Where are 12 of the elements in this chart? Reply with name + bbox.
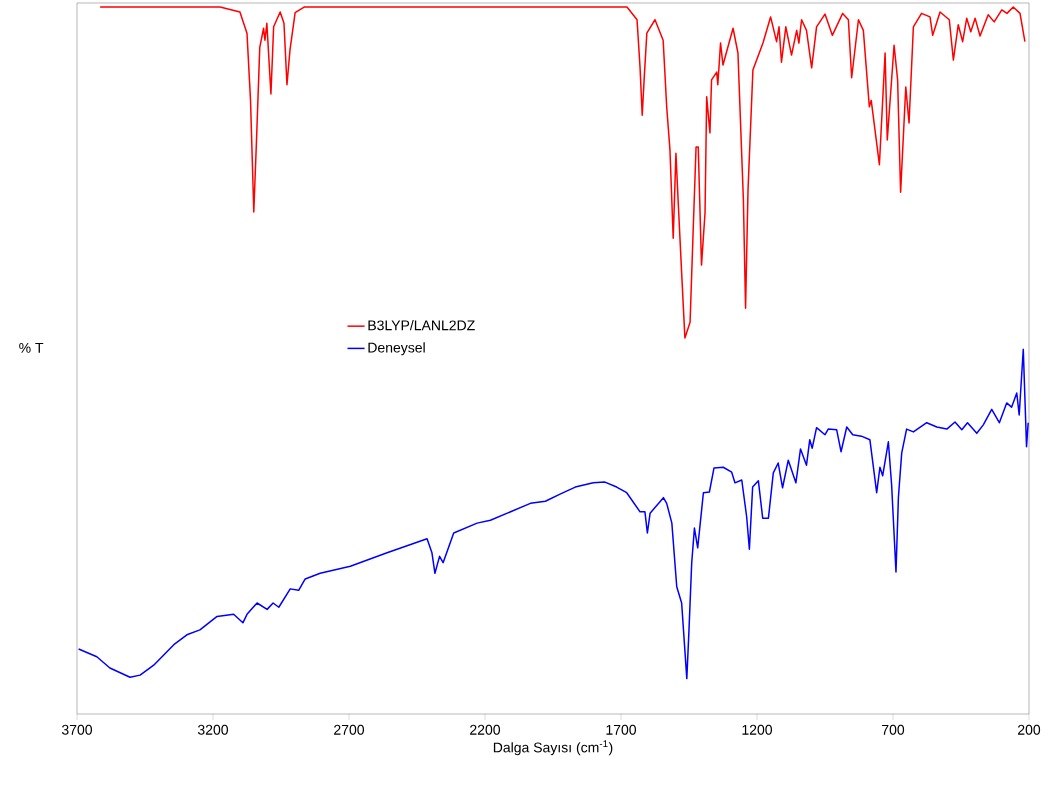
x-tick-label: 2200 [470, 724, 501, 735]
x-tick-label: 3200 [197, 724, 229, 735]
x-tick-label: 3700 [61, 724, 93, 735]
x-tick-label: 1200 [742, 724, 773, 735]
y-axis-title: % T [19, 342, 44, 353]
x-tick-label: 700 [882, 724, 905, 735]
x-tick-label: 1700 [606, 724, 637, 735]
x-tick-label: 2700 [334, 724, 365, 735]
x-axis-title: Dalga Sayısı (cm$^{-1}$) [493, 740, 613, 756]
x-tick-label: 200 [1018, 724, 1041, 735]
legend-label: Deneysel [368, 342, 425, 356]
legend-label: B3LYP/LANL2DZ [368, 320, 475, 331]
